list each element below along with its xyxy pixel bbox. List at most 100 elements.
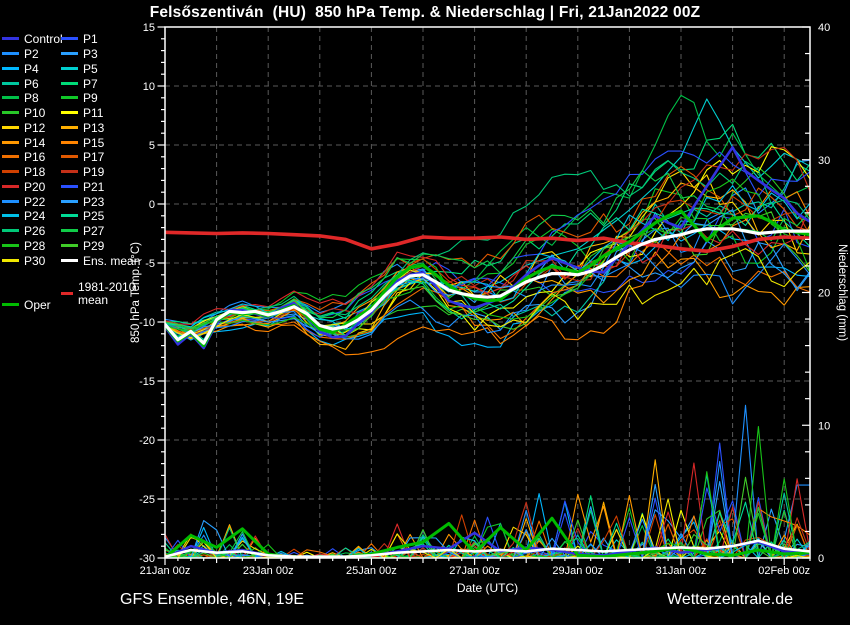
legend-item-p30: P30 xyxy=(2,254,45,267)
legend-swatch xyxy=(61,125,78,129)
legend-item-p5: P5 xyxy=(61,61,98,76)
legend-label: P4 xyxy=(24,61,39,76)
legend-item-p22: P22 xyxy=(2,195,45,208)
legend-item-p19: P19 xyxy=(61,166,104,179)
legend-item-p20: P20 xyxy=(2,179,46,194)
legend-label: P20 xyxy=(24,179,46,194)
legend-item-p27: P27 xyxy=(61,225,104,238)
y-left-tick-label: -25 xyxy=(139,494,155,506)
legend-item-p16: P16 xyxy=(2,151,45,164)
legend-label: P16 xyxy=(24,150,46,165)
legend-swatch xyxy=(2,96,19,100)
legend-item-p14: P14 xyxy=(2,136,45,149)
legend-label: P22 xyxy=(24,194,46,209)
legend-label: 1981-2010 mean xyxy=(78,280,136,307)
series-precip-p9 xyxy=(165,507,810,558)
series-temp-p27 xyxy=(165,170,810,335)
legend-item-p12: P12 xyxy=(2,121,45,135)
series-precip-ens-mean xyxy=(165,539,810,558)
y-right-tick-label: 0 xyxy=(818,553,824,565)
legend-item-p1: P1 xyxy=(61,33,98,46)
legend-item-p3: P3 xyxy=(61,48,98,61)
legend-swatch xyxy=(2,229,19,233)
legend-label: Control xyxy=(24,32,63,47)
y-left-axis-title: 850 hPa Temp. (°C) xyxy=(130,242,142,343)
y-left-tick-label: 15 xyxy=(143,22,155,34)
legend-item-p18: P18 xyxy=(2,166,45,179)
legend-label: Oper xyxy=(24,298,51,313)
legend-label: P6 xyxy=(24,76,39,91)
x-tick-label: 23Jan 00z xyxy=(243,565,294,577)
series-temp-p26 xyxy=(165,159,810,330)
footer-site-name: Wetterzentrale.de xyxy=(667,591,793,608)
legend-item-p11: P11 xyxy=(61,107,103,120)
legend-swatch xyxy=(2,155,19,159)
legend-swatch xyxy=(61,243,78,247)
y-left-tick-label: -30 xyxy=(139,553,155,565)
legend-swatch xyxy=(2,111,19,115)
legend-label: P19 xyxy=(83,165,105,180)
series-temp-ens-mean xyxy=(165,227,810,345)
legend-label: P18 xyxy=(24,165,46,180)
legend-label: P10 xyxy=(24,106,46,121)
legend-swatch xyxy=(2,140,19,144)
x-tick-label: 29Jan 00z xyxy=(552,565,603,577)
legend-swatch xyxy=(2,81,19,85)
series-temp-p4 xyxy=(165,224,810,348)
legend: Control P1 P2 P3 P4 P5 P6 P7 P8 P9 P10 P11 P12 P13 P14… xyxy=(0,0,170,330)
legend-swatch xyxy=(2,214,19,218)
legend-item-p10: P10 xyxy=(2,107,45,120)
y-left-tick-label: -5 xyxy=(145,258,155,270)
legend-swatch xyxy=(61,229,78,233)
y-left-tick-label: -10 xyxy=(139,317,155,329)
legend-swatch xyxy=(2,258,19,262)
legend-label: P26 xyxy=(24,224,46,239)
legend-label: P7 xyxy=(83,76,98,91)
series-temp-p28 xyxy=(165,178,810,332)
legend-item-p7: P7 xyxy=(61,77,98,90)
legend-label: P24 xyxy=(24,209,46,224)
legend-swatch xyxy=(61,81,78,85)
legend-swatch xyxy=(2,184,19,188)
legend-label: P17 xyxy=(83,150,105,165)
legend-label: P8 xyxy=(24,91,39,106)
legend-swatch xyxy=(61,66,78,70)
x-tick-label: 31Jan 00z xyxy=(656,565,707,577)
legend-swatch xyxy=(61,170,78,174)
series-temp-p29 xyxy=(165,211,810,336)
series-temp-p23 xyxy=(165,209,810,334)
x-axis-label: Date (UTC) xyxy=(456,581,519,595)
legend-label: P5 xyxy=(83,61,98,76)
legend-item-p21: P21 xyxy=(61,180,104,194)
x-tick-label: 21Jan 00z xyxy=(140,565,191,577)
y-left-tick-label: -20 xyxy=(139,435,155,447)
series-temp-p9 xyxy=(165,188,810,330)
y-left-tick-label: 10 xyxy=(143,81,155,93)
y-left-tick-label: 0 xyxy=(149,199,155,211)
legend-swatch xyxy=(2,66,19,70)
legend-item-p28: P28 xyxy=(2,239,45,253)
legend-swatch xyxy=(61,37,78,41)
y-right-tick-label: 10 xyxy=(818,420,830,432)
legend-swatch xyxy=(61,258,78,262)
legend-swatch xyxy=(2,199,19,203)
legend-item-p23: P23 xyxy=(61,195,104,208)
x-tick-label: 02Feb 00z xyxy=(758,565,810,577)
legend-swatch xyxy=(2,243,19,247)
series-precip-p20 xyxy=(165,462,810,558)
legend-label: P23 xyxy=(83,194,105,209)
legend-item-p15: P15 xyxy=(61,136,104,149)
legend-swatch xyxy=(61,184,78,188)
footer-model-info: GFS Ensemble, 46N, 19E xyxy=(120,591,305,608)
legend-item-p2: P2 xyxy=(2,48,39,61)
x-tick-label: 27Jan 00z xyxy=(449,565,500,577)
legend-swatch xyxy=(61,140,78,144)
y-left-tick-label: 5 xyxy=(149,140,155,152)
legend-item-p25: P25 xyxy=(61,210,104,223)
legend-swatch xyxy=(2,303,19,307)
series-precip-p24 xyxy=(165,473,810,558)
legend-item-p26: P26 xyxy=(2,225,45,238)
y-right-tick-label: 30 xyxy=(818,155,830,167)
legend-swatch xyxy=(2,170,19,174)
